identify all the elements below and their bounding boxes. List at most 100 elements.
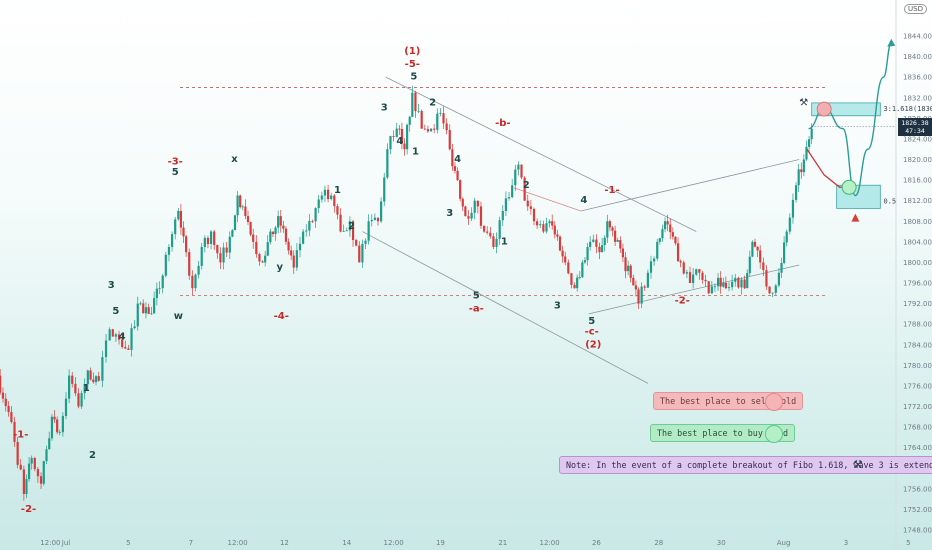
candle-body bbox=[467, 216, 470, 219]
candle-body bbox=[364, 240, 367, 244]
candle-body bbox=[676, 243, 680, 262]
candle-body bbox=[89, 370, 92, 380]
candle-body bbox=[619, 240, 622, 249]
candle-body bbox=[213, 231, 216, 246]
candle-body bbox=[244, 206, 247, 217]
candle-body bbox=[22, 469, 25, 494]
candle-body bbox=[358, 245, 361, 263]
wave-label: 4 bbox=[580, 195, 587, 206]
wave-label: 4 bbox=[454, 154, 461, 165]
candle-body bbox=[64, 398, 68, 416]
candle-body bbox=[727, 287, 731, 289]
y-tick-label: 1780.00 bbox=[903, 362, 932, 370]
candle-body bbox=[586, 247, 589, 261]
y-tick-label: 1784.00 bbox=[903, 341, 932, 349]
currency-label[interactable]: USD bbox=[904, 4, 927, 14]
candle-body bbox=[442, 113, 445, 124]
candle-body bbox=[255, 241, 258, 255]
candle-body bbox=[634, 285, 638, 290]
y-tick-label: 1808.00 bbox=[903, 218, 932, 226]
wave-label: 5 bbox=[112, 306, 119, 317]
candle-body bbox=[740, 279, 743, 288]
candle-body bbox=[570, 273, 573, 285]
candle-body bbox=[264, 255, 267, 263]
candle-body bbox=[389, 136, 392, 150]
candle-body bbox=[762, 262, 765, 271]
candle-body bbox=[810, 128, 813, 140]
y-tick-label: 1764.00 bbox=[903, 444, 932, 452]
channel-line bbox=[385, 76, 697, 232]
candle-body bbox=[576, 277, 579, 289]
candle-body bbox=[716, 277, 720, 287]
candle-body bbox=[504, 198, 508, 211]
candle-body bbox=[498, 220, 501, 239]
candle-body bbox=[25, 479, 28, 494]
candle-body bbox=[56, 419, 59, 433]
candle-body bbox=[130, 328, 133, 350]
candle-body bbox=[774, 285, 777, 293]
candle-body bbox=[233, 215, 237, 231]
candle-body bbox=[423, 128, 426, 130]
candle-body bbox=[133, 326, 136, 329]
pin-icon: ⚒ bbox=[853, 458, 863, 471]
candle-body bbox=[671, 232, 674, 237]
wave-label: 3 bbox=[554, 301, 561, 312]
wave-label: -4- bbox=[274, 311, 289, 322]
candle-body bbox=[342, 231, 345, 232]
wave-label: -a- bbox=[469, 303, 484, 314]
candle-body bbox=[640, 286, 643, 304]
candle-body bbox=[621, 248, 625, 258]
fib-level-label: 3:1.618(1830) bbox=[883, 105, 932, 113]
x-tick-label: 19 bbox=[436, 539, 445, 547]
x-tick-label: 28 bbox=[654, 539, 663, 547]
wave-label: w bbox=[174, 311, 183, 322]
wave-label: -2- bbox=[21, 504, 36, 515]
candle-body bbox=[661, 229, 664, 239]
candle-body bbox=[637, 289, 640, 304]
candle-body bbox=[395, 128, 398, 137]
candle-body bbox=[624, 257, 627, 272]
candle-body bbox=[370, 219, 373, 222]
candle-body bbox=[595, 239, 598, 247]
candle-body bbox=[756, 246, 759, 251]
candle-body bbox=[536, 221, 539, 226]
candle-body bbox=[553, 225, 556, 235]
candle-body bbox=[751, 241, 754, 257]
candle-body bbox=[333, 195, 336, 207]
candle-body bbox=[601, 245, 604, 253]
candle-body bbox=[713, 286, 717, 288]
candle-body bbox=[526, 200, 529, 207]
pullback-curve bbox=[806, 148, 851, 188]
candle-body bbox=[445, 123, 448, 131]
candle-body bbox=[598, 246, 601, 253]
candle-body bbox=[326, 189, 330, 200]
y-tick-label: 1796.00 bbox=[903, 280, 932, 288]
candle-body bbox=[482, 225, 486, 232]
candle-body bbox=[114, 334, 118, 337]
y-tick-label: 1820.00 bbox=[903, 156, 932, 164]
candle-body bbox=[225, 247, 228, 253]
x-tick-label: 21 bbox=[498, 539, 507, 547]
candle-body bbox=[777, 272, 781, 286]
candle-body bbox=[511, 185, 514, 198]
candle-body bbox=[542, 224, 545, 232]
wave-label: (2) bbox=[585, 339, 601, 350]
candle-body bbox=[592, 239, 595, 242]
wave-label: 5 bbox=[410, 72, 417, 83]
candle-body bbox=[743, 279, 746, 289]
candle-body bbox=[517, 164, 520, 170]
candle-body bbox=[320, 195, 323, 200]
candle-body bbox=[298, 243, 302, 251]
candle-body bbox=[486, 231, 489, 233]
candle-body bbox=[392, 136, 395, 137]
candle-body bbox=[548, 221, 551, 224]
y-tick-label: 1772.00 bbox=[903, 403, 932, 411]
candle-body bbox=[367, 221, 370, 241]
candle-body bbox=[461, 198, 464, 207]
candle-body bbox=[188, 252, 191, 276]
candle-body bbox=[86, 370, 89, 385]
candle-body bbox=[200, 246, 203, 266]
candle-body bbox=[420, 110, 423, 129]
